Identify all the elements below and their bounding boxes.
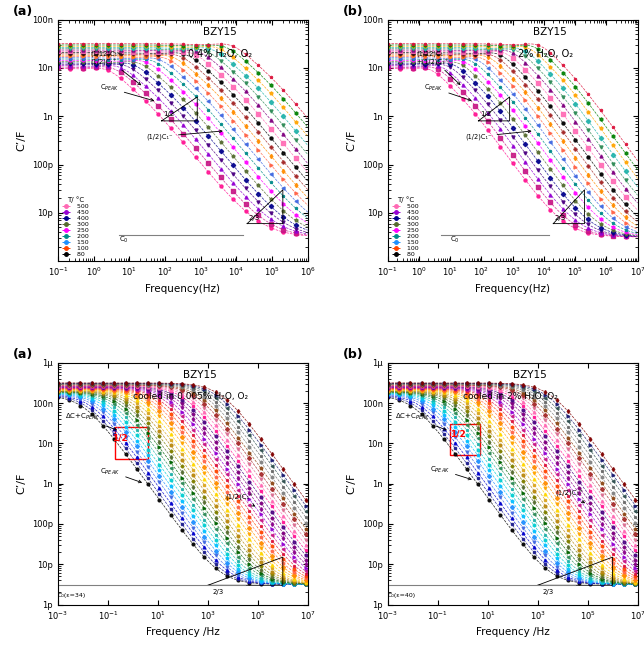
Y-axis label: C’/F: C’/F: [346, 130, 356, 151]
Text: BZY15: BZY15: [533, 27, 566, 37]
Text: C₀(ε=40): C₀(ε=40): [388, 593, 416, 599]
Y-axis label: C’/F: C’/F: [16, 130, 26, 151]
Bar: [450, 424, 480, 456]
X-axis label: Frequency /Hz: Frequency /Hz: [146, 627, 220, 637]
Text: C$_0$: C$_0$: [118, 235, 128, 245]
Text: C$_0$: C$_0$: [450, 235, 460, 245]
X-axis label: Frequency(Hz): Frequency(Hz): [146, 284, 220, 294]
Text: 1/2: 1/2: [164, 111, 175, 117]
Legend:  500,  450,  400,  300,  250,  200,  150,  100,  80: 500, 450, 400, 300, 250, 200, 150, 100, …: [391, 195, 420, 258]
Text: (1/12)C₁+
(1/2)C₁⁺: (1/12)C₁+ (1/2)C₁⁺: [90, 51, 140, 84]
Text: 0.4% H₂O, O₂: 0.4% H₂O, O₂: [188, 49, 252, 58]
Text: C$_{PEAK}$: C$_{PEAK}$: [424, 83, 471, 101]
Text: 1/2: 1/2: [450, 429, 466, 438]
Text: 2/3: 2/3: [249, 215, 260, 222]
Text: 2/3: 2/3: [213, 589, 223, 595]
Text: ΔC+C$_{PEAK}$: ΔC+C$_{PEAK}$: [66, 412, 117, 430]
Bar: [115, 426, 148, 460]
X-axis label: Frequency(Hz): Frequency(Hz): [475, 284, 550, 294]
Text: BZY15: BZY15: [183, 370, 216, 380]
Legend:  500,  450,  400,  300,  250,  200,  150,  100,  80: 500, 450, 400, 300, 250, 200, 150, 100, …: [61, 195, 90, 258]
Text: (a): (a): [13, 5, 33, 18]
Text: (a): (a): [13, 348, 33, 361]
Text: cooled in 2% H₂O, O₂: cooled in 2% H₂O, O₂: [462, 392, 558, 401]
Y-axis label: C’/F: C’/F: [16, 473, 26, 494]
Text: 1/2: 1/2: [480, 111, 491, 117]
Text: (1/2)C₁⁻: (1/2)C₁⁻: [465, 130, 531, 140]
Text: 2% H₂O, O₂: 2% H₂O, O₂: [518, 49, 573, 58]
X-axis label: Frequency /Hz: Frequency /Hz: [476, 627, 549, 637]
Text: cooled in 0.005% H₂O, O₂: cooled in 0.005% H₂O, O₂: [133, 392, 248, 401]
Text: C$_{PEAK}$: C$_{PEAK}$: [100, 83, 153, 101]
Text: (1/2)C₁⁺: (1/2)C₁⁺: [225, 494, 254, 506]
Text: C$_{PEAK}$: C$_{PEAK}$: [430, 465, 471, 480]
Text: 2/3: 2/3: [542, 589, 553, 595]
Text: BZY15: BZY15: [203, 27, 236, 37]
Text: (1/2)C₁⁻: (1/2)C₁⁻: [146, 130, 222, 140]
Text: BZY15: BZY15: [513, 370, 546, 380]
Text: (b): (b): [343, 348, 363, 361]
Y-axis label: C’/F: C’/F: [346, 473, 356, 494]
Text: (1/2)C₁⁺: (1/2)C₁⁺: [555, 490, 584, 503]
Text: C$_{PEAK}$: C$_{PEAK}$: [100, 466, 141, 483]
Text: (1/12)C₁
+(1/2)C₁⁺: (1/12)C₁ +(1/2)C₁⁺: [416, 51, 460, 84]
Text: 1/2: 1/2: [112, 433, 128, 442]
Text: C₀(ε=34): C₀(ε=34): [58, 593, 86, 599]
Text: 2/3: 2/3: [554, 215, 566, 222]
Text: (b): (b): [343, 5, 363, 18]
Text: ΔC+C$_{PEAK}$: ΔC+C$_{PEAK}$: [395, 412, 446, 430]
